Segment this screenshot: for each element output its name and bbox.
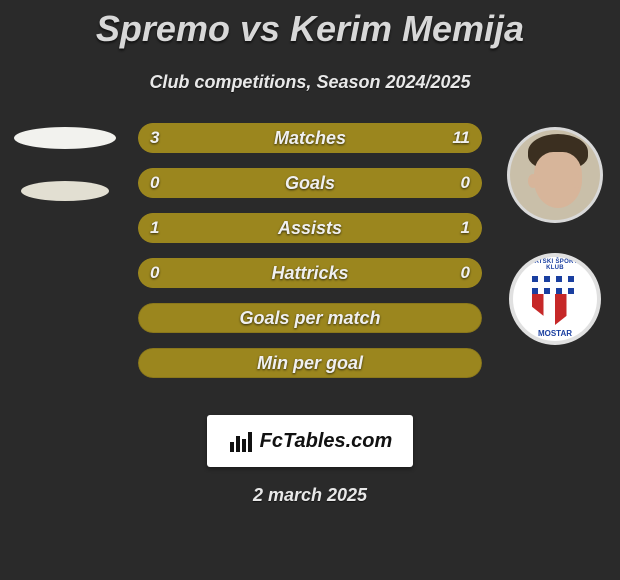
stat-bar: Matches3 11 <box>138 123 482 153</box>
comparison-card: Spremo vs Kerim Memija Club competitions… <box>0 0 620 580</box>
stat-bar: Assists1 1 <box>138 213 482 243</box>
bar-label: Goals per match <box>138 303 482 333</box>
club-logo-placeholder <box>21 181 109 201</box>
page-title: Spremo vs Kerim Memija <box>0 0 620 50</box>
stat-bar: Goals0 0 <box>138 168 482 198</box>
main-row: Matches311Goals00Assists11Hattricks00Goa… <box>0 123 620 393</box>
bar-value-left: 0 <box>138 258 171 288</box>
bar-label: Hattricks <box>138 258 482 288</box>
bar-value-left: 0 <box>138 168 171 198</box>
stat-bar: Min per goal <box>138 348 482 378</box>
bar-label: Goals <box>138 168 482 198</box>
left-player-placeholder <box>10 127 120 201</box>
bar-value-left: 3 <box>138 123 171 153</box>
bar-label: Min per goal <box>138 348 482 378</box>
club-shield-icon <box>532 273 578 325</box>
club-badge-bottom: MOSTAR <box>513 329 597 338</box>
bar-value-right: 0 <box>449 168 482 198</box>
player-photo-placeholder <box>14 127 116 149</box>
bar-value-left: 1 <box>138 213 171 243</box>
branding-box: FcTables.com <box>207 415 413 467</box>
bar-label: Matches <box>138 123 482 153</box>
player-avatar <box>507 127 603 223</box>
subtitle: Club competitions, Season 2024/2025 <box>0 72 620 93</box>
stat-bar: Hattricks0 0 <box>138 258 482 288</box>
date-label: 2 march 2025 <box>0 485 620 506</box>
bar-value-right: 11 <box>440 123 482 153</box>
bars-icon <box>228 428 254 454</box>
club-badge: HRVATSKI ŠPORTSKI KLUB MOSTAR <box>509 253 601 345</box>
stat-bar: Goals per match <box>138 303 482 333</box>
right-player-column: HRVATSKI ŠPORTSKI KLUB MOSTAR <box>500 127 610 345</box>
stat-bars: Matches311Goals00Assists11Hattricks00Goa… <box>138 123 482 378</box>
bar-label: Assists <box>138 213 482 243</box>
bar-value-right: 1 <box>449 213 482 243</box>
club-badge-top: HRVATSKI ŠPORTSKI KLUB <box>513 259 597 271</box>
brand-text: FcTables.com <box>260 430 393 453</box>
bar-value-right: 0 <box>449 258 482 288</box>
